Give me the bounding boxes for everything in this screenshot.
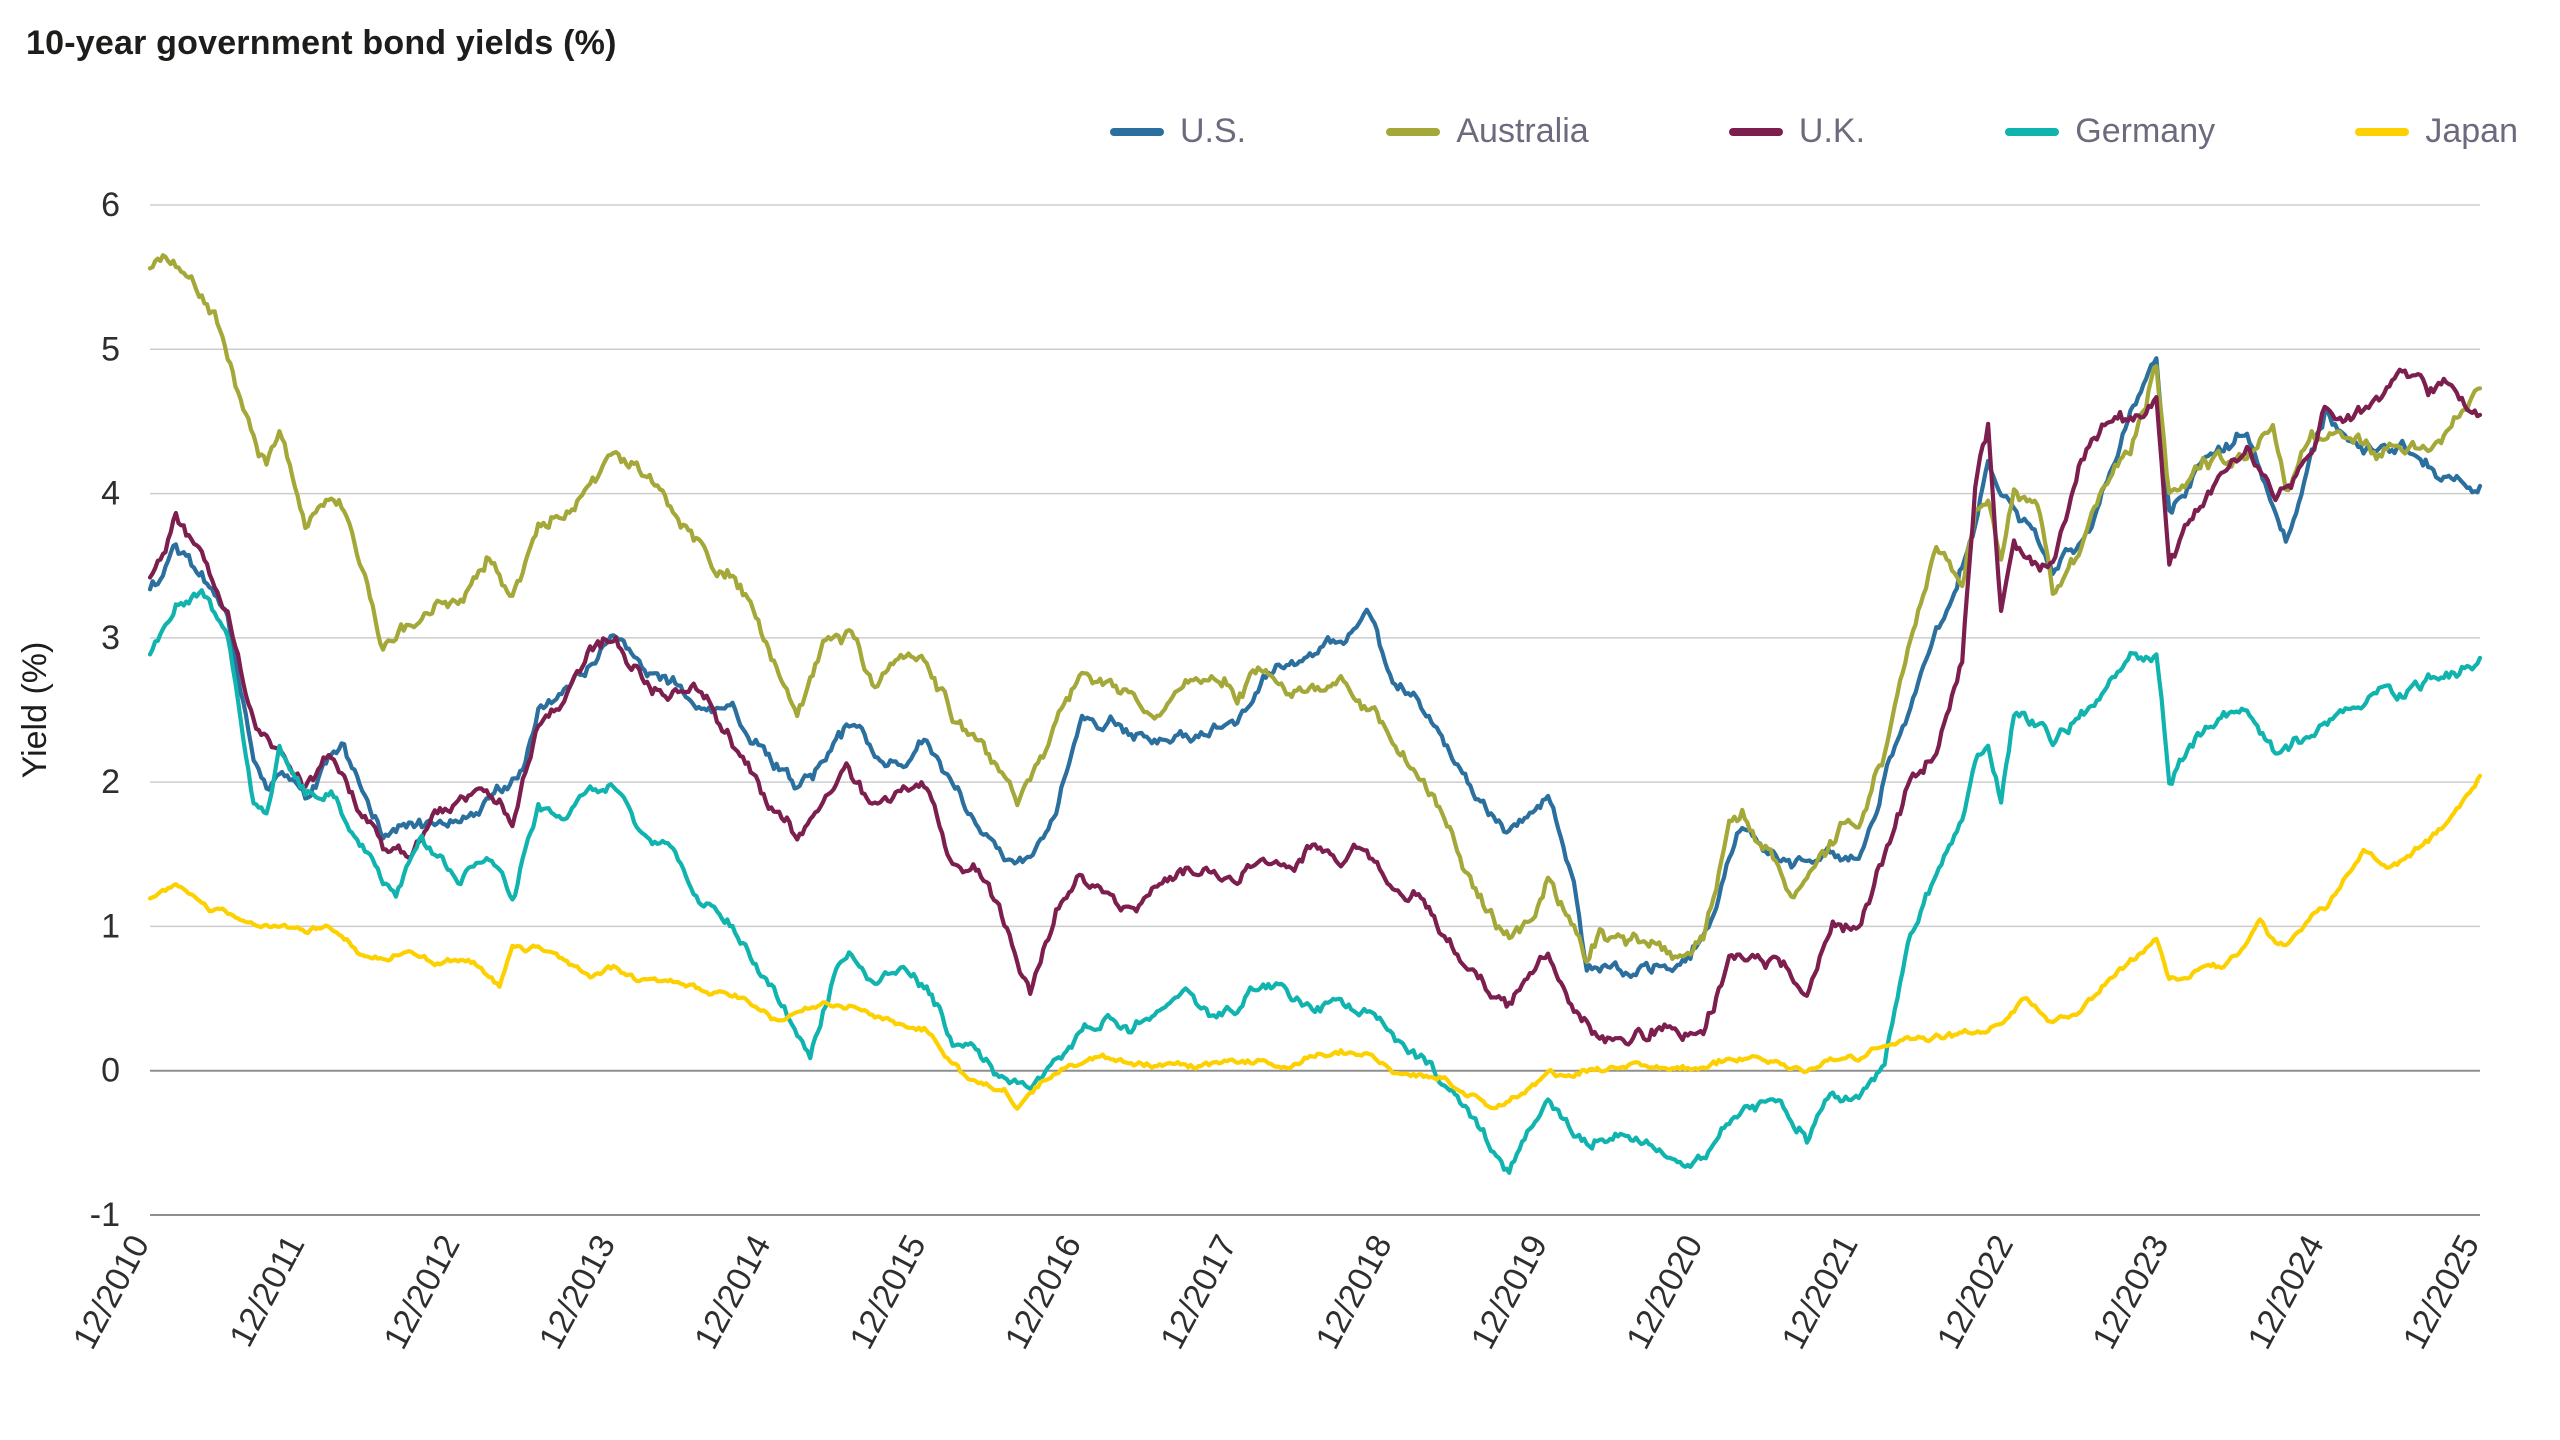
- series-line-japan: [147, 773, 2483, 1111]
- x-tick-label: 12/2011: [222, 1229, 312, 1353]
- series-line-us: [147, 356, 2483, 979]
- chart-legend: U.S. Australia U.K. Germany Japan: [1110, 112, 2518, 151]
- x-tick-label: 12/2015: [842, 1229, 933, 1355]
- series-line-germany: [147, 588, 2483, 1175]
- y-axis-title: Yield (%): [16, 642, 54, 779]
- x-tick-label: 12/2022: [1930, 1229, 2021, 1355]
- y-tick-label: 6: [101, 186, 120, 224]
- legend-item-australia: Australia: [1386, 112, 1589, 151]
- legend-label: Japan: [2425, 112, 2518, 150]
- legend-swatch: [2355, 127, 2410, 136]
- legend-swatch: [1110, 127, 1164, 136]
- x-tick-label: 12/2014: [687, 1229, 778, 1355]
- legend-item-japan: Japan: [2355, 112, 2518, 151]
- legend-item-us: U.S.: [1110, 112, 1246, 151]
- x-tick-label: 12/2013: [532, 1229, 623, 1355]
- legend-swatch: [1386, 127, 1441, 136]
- x-tick-label: 12/2024: [2240, 1229, 2331, 1355]
- y-tick-label: 0: [101, 1052, 120, 1090]
- x-tick-label: 12/2010: [66, 1229, 157, 1355]
- legend-label: U.S.: [1180, 112, 1247, 150]
- y-tick-label: -1: [90, 1196, 120, 1234]
- series-line-uk: [147, 367, 2483, 1047]
- chart-title: 10-year government bond yields (%): [26, 24, 617, 62]
- legend-label: Germany: [2075, 112, 2216, 150]
- legend-label: Australia: [1456, 112, 1589, 150]
- x-tick-label: 12/2018: [1308, 1229, 1399, 1355]
- y-tick-label: 4: [101, 475, 120, 513]
- legend-item-uk: U.K.: [1728, 112, 1866, 151]
- x-tick-label: 12/2016: [998, 1229, 1089, 1355]
- x-tick-label: 12/2023: [2085, 1229, 2176, 1355]
- series-line-australia: [147, 253, 2483, 965]
- y-tick-label: 5: [101, 330, 120, 368]
- y-tick-label: 2: [101, 763, 120, 801]
- x-tick-label: 12/2025: [2396, 1229, 2487, 1355]
- legend-swatch: [1728, 127, 1783, 136]
- y-tick-label: 1: [101, 907, 120, 945]
- y-tick-label: 3: [101, 619, 120, 657]
- x-tick-label: 12/2021: [1774, 1229, 1865, 1355]
- legend-swatch: [2005, 127, 2060, 136]
- legend-item-germany: Germany: [2005, 112, 2215, 151]
- x-tick-label: 12/2012: [376, 1229, 467, 1355]
- x-tick-label: 12/2020: [1619, 1229, 1710, 1355]
- x-tick-label: 12/2019: [1464, 1229, 1555, 1355]
- x-tick-label: 12/2017: [1153, 1229, 1244, 1355]
- legend-label: U.K.: [1798, 112, 1866, 150]
